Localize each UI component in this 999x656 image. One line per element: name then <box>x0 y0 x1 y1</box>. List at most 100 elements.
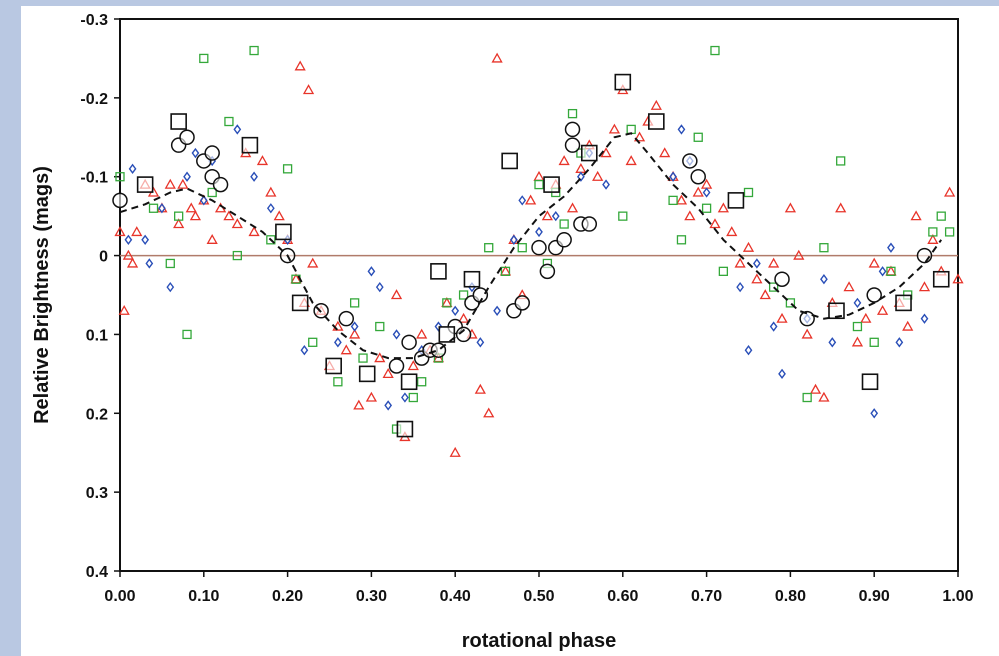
data-point-diamond <box>702 187 711 198</box>
data-point-square <box>534 179 544 190</box>
data-point-triangle <box>768 257 780 268</box>
data-point-triangle <box>675 194 688 205</box>
data-point-triangle <box>868 257 880 268</box>
data-point-triangle <box>784 202 797 213</box>
data-point-square <box>676 235 687 245</box>
data-point-triangle <box>390 289 403 300</box>
data-point-triangle <box>910 210 922 221</box>
data-point-square <box>886 266 896 276</box>
data-point-large-square <box>932 270 950 288</box>
data-point-square <box>207 187 217 198</box>
data-point-large-square <box>614 73 632 91</box>
data-point-square <box>148 203 159 213</box>
data-point-square <box>484 243 494 253</box>
data-point-triangle <box>776 312 788 323</box>
data-point-triangle <box>843 281 855 292</box>
data-point-diamond <box>300 345 309 356</box>
x-tick-label: 0.70 <box>691 588 722 605</box>
data-point-square <box>517 243 527 253</box>
data-point-diamond <box>375 281 384 293</box>
data-point-square <box>869 337 879 347</box>
data-point-square <box>785 298 796 308</box>
data-point-diamond <box>769 321 778 332</box>
data-point-diamond <box>753 258 761 269</box>
data-point-square <box>349 298 360 308</box>
data-point-triangle <box>734 257 746 268</box>
data-point-diamond <box>350 321 359 332</box>
data-point-circle <box>564 121 581 138</box>
data-point-triangle <box>709 218 721 229</box>
data-point-triangle <box>659 147 671 158</box>
data-point-triangle <box>122 249 134 260</box>
data-point-triangle <box>793 249 805 260</box>
data-point-diamond <box>535 226 543 238</box>
data-point-square <box>266 235 276 245</box>
data-point-diamond <box>895 337 904 348</box>
data-point-triangle <box>349 328 361 339</box>
data-point-square <box>358 353 368 363</box>
data-point-diamond <box>887 242 895 253</box>
x-tick-label: 0.90 <box>859 588 890 605</box>
data-point-square <box>199 53 209 64</box>
y-tick-label: -0.3 <box>80 12 108 29</box>
data-point-circle <box>774 271 790 287</box>
data-point-triangle <box>449 446 461 457</box>
data-point-triangle <box>818 391 830 402</box>
data-point-triangle <box>592 170 604 181</box>
x-tick-label: 0.00 <box>104 588 135 605</box>
data-point-triangle <box>491 52 503 63</box>
y-tick-label: 0.2 <box>86 406 108 423</box>
x-tick-label: 0.80 <box>775 588 806 605</box>
data-point-diamond <box>166 281 175 293</box>
chart-panel: 0.00 0.10 0.20 0.30 0.40 0.50 0.60 0.70 0.80 0.90… <box>21 6 999 656</box>
x-axis-ticks: 0.00 0.10 0.20 0.30 0.40 0.50 0.60 0.70 0.80 0.90… <box>104 571 974 605</box>
data-point-large-square <box>463 270 481 288</box>
data-point-diamond <box>384 400 393 411</box>
data-point-triangle <box>302 84 315 95</box>
data-point-triangle <box>114 226 126 237</box>
data-point-triangle <box>185 202 197 213</box>
data-point-square <box>710 45 720 56</box>
data-point-triangle <box>902 320 914 331</box>
x-tick-label: 0.50 <box>523 588 554 605</box>
data-point-diamond <box>820 274 828 285</box>
data-point-diamond <box>778 368 786 380</box>
data-point-diamond <box>266 203 275 214</box>
data-point-circle <box>514 295 530 311</box>
data-point-diamond <box>401 392 409 403</box>
data-point-triangle <box>483 407 495 418</box>
data-point-square <box>174 211 184 221</box>
data-point-triangle <box>860 312 872 323</box>
data-point-triangle <box>416 328 428 339</box>
data-point-triangle <box>809 383 822 394</box>
data-point-circle <box>866 287 882 303</box>
y-axis-ticks: -0.3 -0.2 -0.1 0 0.1 0.2 0.3 0.4 <box>80 12 120 581</box>
data-point-large-square <box>358 365 376 383</box>
data-point-triangle <box>952 273 964 284</box>
data-point-triangle <box>265 186 277 197</box>
data-point-circle <box>531 239 547 256</box>
data-point-diamond <box>476 337 485 348</box>
data-point-triangle <box>876 304 889 315</box>
data-point-large-square <box>430 263 447 280</box>
data-point-diamond <box>128 163 137 174</box>
y-tick-label: -0.2 <box>80 91 108 108</box>
data-point-triangle <box>759 289 771 300</box>
data-point-diamond <box>509 234 518 245</box>
data-point-circle <box>539 263 556 280</box>
data-point-diamond <box>367 266 376 277</box>
data-point-diamond <box>853 297 862 309</box>
data-point-triangle <box>173 218 185 229</box>
data-point-circle <box>682 153 698 169</box>
data-point-triangle <box>525 194 537 205</box>
data-point-triangle <box>118 304 130 315</box>
data-point-diamond <box>518 195 527 206</box>
data-point-circle <box>212 176 229 193</box>
chart-marks <box>112 45 964 457</box>
data-point-triangle <box>558 155 570 166</box>
data-point-diamond <box>736 281 744 293</box>
data-point-diamond <box>191 147 200 159</box>
data-point-large-square <box>861 373 879 391</box>
data-point-circle <box>401 334 417 351</box>
data-point-square <box>408 392 418 403</box>
